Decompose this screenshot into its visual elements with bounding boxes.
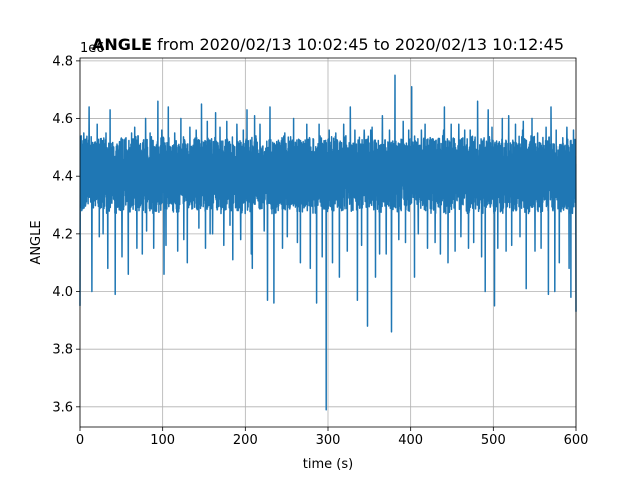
y-axis-label: ANGLE: [29, 220, 44, 264]
y-tick-label: 4.8: [52, 54, 73, 69]
x-tick-label: 400: [398, 433, 423, 448]
y-tick-label: 3.8: [52, 343, 73, 358]
chart-title: ANGLE from 2020/02/13 10:02:45 to 2020/0…: [92, 35, 564, 54]
y-offset-label: 1e6: [80, 41, 105, 56]
chart-title-rest: from 2020/02/13 10:02:45 to 2020/02/13 1…: [152, 35, 564, 54]
x-tick-label: 100: [150, 433, 175, 448]
chart-title-bold: ANGLE: [92, 35, 152, 54]
y-tick-label: 4.6: [52, 112, 73, 127]
x-tick-label: 600: [564, 433, 589, 448]
angle-series-line: [79, 74, 577, 411]
y-tick-label: 4.2: [52, 227, 73, 242]
series-group: [79, 74, 577, 411]
x-axis: 0 100 200 300 400 500 600: [76, 427, 589, 448]
y-tick-label: 3.6: [52, 400, 73, 415]
x-axis-label: time (s): [303, 457, 353, 472]
x-tick-label: 0: [76, 433, 84, 448]
y-tick-label: 4.4: [52, 170, 73, 185]
x-tick-label: 300: [316, 433, 341, 448]
x-tick-label: 200: [233, 433, 258, 448]
y-tick-label: 4.0: [52, 285, 73, 300]
y-axis: 3.6 3.8 4.0 4.2 4.4 4.6 4.8: [52, 54, 80, 415]
x-tick-label: 500: [481, 433, 506, 448]
